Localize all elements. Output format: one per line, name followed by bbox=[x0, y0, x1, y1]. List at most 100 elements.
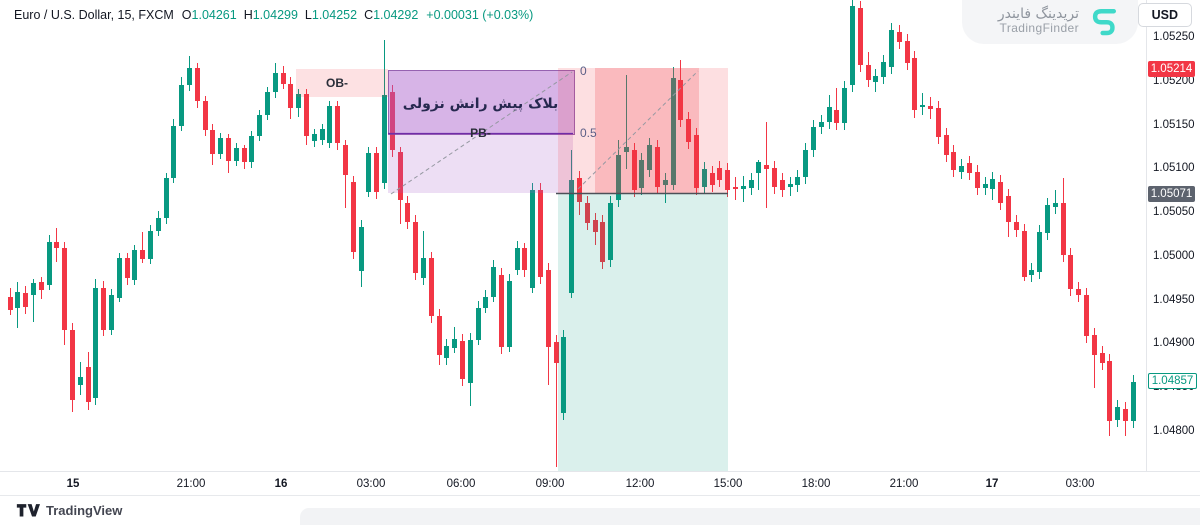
order-block-zone[interactable] bbox=[296, 69, 388, 97]
time-label: 21:00 bbox=[889, 478, 919, 490]
candle bbox=[881, 61, 887, 77]
candle bbox=[288, 83, 294, 109]
candle bbox=[842, 87, 848, 123]
time-label: 03:00 bbox=[356, 478, 386, 490]
demand-zone[interactable] bbox=[558, 193, 728, 471]
candle bbox=[85, 367, 91, 403]
currency-button[interactable]: USD bbox=[1137, 3, 1192, 27]
order-block-label[interactable]: OB- bbox=[326, 76, 348, 90]
candle bbox=[233, 148, 239, 161]
candle-wick bbox=[555, 334, 557, 468]
time-label: 18:00 bbox=[801, 478, 831, 490]
candle bbox=[15, 291, 21, 308]
candle bbox=[491, 267, 497, 298]
candle bbox=[943, 135, 949, 156]
candle bbox=[896, 31, 902, 43]
candle bbox=[140, 249, 146, 259]
candle bbox=[241, 148, 247, 163]
candle bbox=[23, 292, 29, 307]
candle bbox=[888, 30, 894, 67]
supply-zone-inner[interactable] bbox=[595, 68, 699, 193]
tradingfinder-watermark: تریدینگ فایندر TradingFinder bbox=[998, 5, 1120, 37]
candle bbox=[467, 340, 473, 383]
time-label: 17 bbox=[985, 478, 999, 490]
candle bbox=[576, 178, 582, 202]
time-axis[interactable]: 15 21:00 16 03:00 06:00 09:00 12:00 15:00 18:00 2… bbox=[0, 471, 1146, 495]
candle bbox=[358, 227, 364, 271]
candle bbox=[303, 94, 309, 137]
candle bbox=[436, 316, 442, 355]
bearish-block-zone-lower[interactable] bbox=[388, 133, 573, 193]
candle bbox=[810, 127, 816, 151]
candle bbox=[101, 287, 107, 330]
time-label: 03:00 bbox=[1065, 478, 1095, 490]
candle bbox=[717, 167, 723, 180]
pullback-label[interactable]: PB- bbox=[470, 126, 491, 140]
tradingfinder-name-fa: تریدینگ فایندر bbox=[997, 6, 1079, 23]
widget-bottom-border bbox=[0, 495, 1200, 496]
candle bbox=[225, 137, 231, 161]
candle bbox=[218, 137, 224, 154]
candle bbox=[834, 109, 840, 123]
candle bbox=[77, 376, 83, 385]
candle bbox=[1052, 202, 1058, 207]
candle bbox=[428, 257, 434, 317]
candle bbox=[483, 297, 489, 308]
candle-wick bbox=[1093, 327, 1095, 389]
candle bbox=[1029, 270, 1035, 276]
candle bbox=[600, 221, 606, 263]
price-label: 1.05000 bbox=[1153, 249, 1195, 262]
tradingfinder-name-en: TradingFinder bbox=[999, 21, 1079, 36]
candle bbox=[935, 108, 941, 137]
bearish-block-label[interactable]: بلاک پیش رانش نزولی bbox=[402, 96, 559, 112]
candle bbox=[280, 73, 286, 84]
candle bbox=[530, 190, 536, 288]
candle bbox=[30, 283, 36, 295]
candle bbox=[592, 220, 598, 233]
candle bbox=[1076, 289, 1082, 296]
candle bbox=[506, 281, 512, 348]
candle bbox=[756, 162, 762, 173]
candle bbox=[452, 339, 458, 348]
candle bbox=[1083, 294, 1089, 336]
candle bbox=[342, 144, 348, 175]
symbol-title[interactable]: Euro / U.S. Dollar, 15, FXCM bbox=[14, 8, 174, 22]
candle bbox=[420, 257, 426, 278]
candle bbox=[155, 218, 161, 231]
candle bbox=[413, 221, 419, 273]
candle bbox=[966, 163, 972, 173]
candle bbox=[1099, 353, 1105, 363]
candle bbox=[857, 8, 863, 66]
candle bbox=[608, 202, 614, 261]
fib-level-0-label: 0 bbox=[580, 64, 587, 78]
candle bbox=[795, 177, 801, 186]
candle bbox=[561, 336, 567, 413]
candle bbox=[927, 106, 933, 109]
candle bbox=[779, 179, 785, 191]
candle bbox=[1013, 221, 1019, 230]
price-badge-green-outline: 1.04857 bbox=[1148, 373, 1197, 390]
candle bbox=[335, 106, 341, 144]
symbol-header: Euro / U.S. Dollar, 15, FXCM O1.04261 H1.… bbox=[14, 8, 533, 22]
candle bbox=[740, 185, 746, 189]
candle bbox=[179, 85, 185, 126]
candle bbox=[264, 92, 270, 116]
candle bbox=[444, 346, 450, 359]
candle bbox=[1060, 202, 1066, 256]
candle bbox=[7, 297, 13, 311]
time-label: 16 bbox=[274, 478, 288, 490]
candle-wick bbox=[758, 159, 760, 191]
candle bbox=[748, 179, 754, 188]
candle bbox=[849, 6, 855, 86]
candle bbox=[1107, 361, 1113, 422]
candle bbox=[194, 67, 200, 102]
candle bbox=[163, 178, 169, 219]
candle bbox=[701, 169, 707, 187]
candle bbox=[108, 294, 114, 330]
candle-wick bbox=[1054, 190, 1056, 214]
tradingview-watermark[interactable]: TradingView bbox=[16, 503, 122, 518]
candle-wick bbox=[922, 93, 924, 116]
price-axis[interactable]: 1.05250 1.05200 1.05150 1.05100 1.05050 1.050… bbox=[1146, 0, 1200, 495]
candle bbox=[296, 94, 302, 109]
candle-wick bbox=[742, 176, 744, 202]
